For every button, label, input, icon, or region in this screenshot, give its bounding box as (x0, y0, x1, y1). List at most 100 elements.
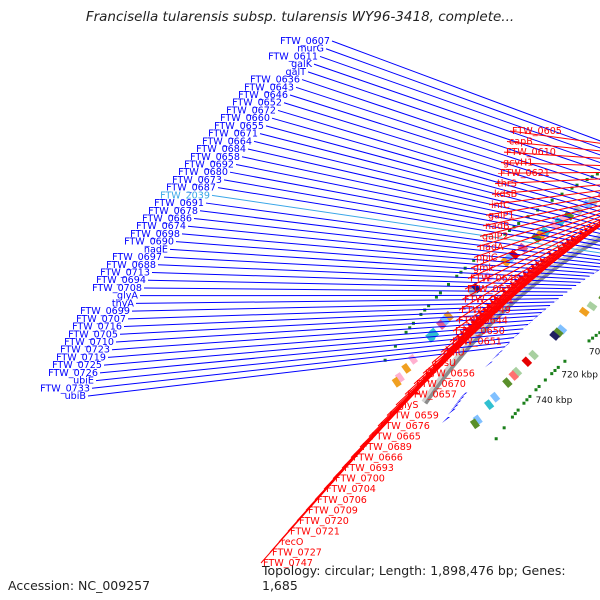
gene-label[interactable]: glyS (398, 400, 419, 411)
gene-label[interactable]: FTW_0651 (452, 337, 502, 348)
gene-label[interactable]: FTW_0704 (326, 484, 376, 495)
gene-label[interactable]: galU (443, 347, 465, 358)
gene-label[interactable]: FTW_0706 (317, 495, 367, 506)
leader-line (199, 210, 600, 261)
gene-label[interactable]: FTW_0656 (425, 368, 475, 379)
gene-label[interactable]: FTW_0694 (96, 275, 146, 286)
gene-label[interactable]: ubiE (73, 376, 94, 387)
gene-label[interactable]: FTW_0670 (416, 379, 466, 390)
gene-label[interactable]: FTW_0713 (100, 268, 150, 279)
gene-label[interactable]: galT (286, 67, 307, 78)
gene-label[interactable]: FTW_0646 (238, 90, 288, 101)
gene-label[interactable]: FTW_0643 (244, 82, 294, 93)
gene-label[interactable]: FTW_0665 (371, 432, 421, 443)
gene-label[interactable]: FTW_0719 (56, 352, 106, 363)
gene-labels[interactable]: FTW_0607murGFTW_0611galKgalTFTW_0636FTW_… (40, 36, 562, 569)
gene-label[interactable]: recO (281, 537, 304, 548)
gene-label[interactable]: FTW_0637 (467, 284, 517, 295)
gene-label[interactable]: FTW_0605 (512, 126, 562, 137)
gene-label[interactable]: FTW_0655 (214, 121, 264, 132)
gene-label[interactable]: FTW_0666 (353, 453, 403, 464)
gene-label[interactable]: FTW_0720 (299, 516, 349, 527)
gene-label[interactable]: FTW_0678 (148, 206, 198, 217)
gene-label[interactable]: FTW_0727 (272, 547, 322, 558)
gc-mark (472, 258, 476, 262)
gene-label[interactable]: thyA (112, 298, 135, 309)
gene-label[interactable]: FTW_0705 (68, 329, 118, 340)
gene-label[interactable]: FTW_0607 (280, 36, 330, 47)
gc-mark (408, 326, 412, 330)
gene-label[interactable]: FTW_0659 (389, 410, 439, 421)
gene-label[interactable]: FTW_0658 (190, 152, 240, 163)
gc-mark (510, 415, 514, 419)
gene-label[interactable]: FTW_0690 (124, 237, 174, 248)
gene-label[interactable]: FTW_0747 (263, 558, 313, 569)
gene-label[interactable]: FTW_0671 (208, 129, 258, 140)
forward-gene-arrow (484, 361, 493, 368)
gene-label[interactable]: FTW_0733 (40, 383, 90, 394)
gene-label[interactable]: FTW_0641 (464, 295, 514, 306)
gene-label[interactable]: FTW_0676 (380, 421, 430, 432)
gene-label[interactable]: gmk (473, 263, 494, 274)
gene-label[interactable]: FTW_0673 (172, 175, 222, 186)
gene-label[interactable]: FTW_0709 (308, 505, 358, 516)
gene-label[interactable]: FTW_0652 (232, 98, 282, 109)
gene-label[interactable]: nadB (485, 221, 510, 232)
gene-label[interactable]: FTW_0687 (166, 183, 216, 194)
gene-label[interactable]: galP1 (488, 210, 515, 221)
gene-label[interactable]: FTW_0692 (184, 159, 234, 170)
gene-label[interactable]: FTW_0650 (455, 326, 505, 337)
gene-label[interactable]: FTW_0649 (461, 305, 511, 316)
gene-label[interactable]: FTW_0691 (154, 198, 204, 209)
gene-label[interactable]: FTW_0644 (458, 316, 508, 327)
gene-label[interactable]: FTW_0700 (335, 474, 385, 485)
gene-label[interactable]: FTW_0621 (500, 168, 550, 179)
gene-label[interactable]: galK (291, 59, 313, 70)
gene-label[interactable]: FTW_2039 (160, 190, 210, 201)
gene-label[interactable]: FTW_0698 (130, 229, 180, 240)
gene-label[interactable]: FTW_0611 (268, 51, 318, 62)
gene-label[interactable]: rpsU (434, 358, 456, 369)
gene-label[interactable]: ubiB (65, 391, 86, 402)
gene-label[interactable]: FTW_0688 (106, 260, 156, 271)
gene-label[interactable]: FTW_0699 (80, 306, 130, 317)
gene-label[interactable]: FTW_0697 (112, 252, 162, 263)
leader-line (223, 179, 600, 246)
gene-label[interactable]: FTW_0723 (60, 345, 110, 356)
leader-line (115, 315, 538, 343)
gene-label[interactable]: FTW_0664 (202, 136, 252, 147)
gene-label[interactable]: murG (297, 44, 324, 55)
gene-label[interactable]: FTW_0657 (407, 389, 457, 400)
gene-label[interactable]: gcvH1 (503, 158, 533, 169)
gene-label[interactable]: FTW_0689 (362, 442, 412, 453)
gene-label[interactable]: FTW_0674 (136, 221, 186, 232)
gene-label[interactable]: FTW_0636 (250, 75, 300, 86)
gene-label[interactable]: thrS (497, 179, 517, 190)
gene-label[interactable]: kdsB (494, 189, 517, 200)
gene-label[interactable]: FTW_0686 (142, 214, 192, 225)
gene-label[interactable]: FTW_0645 (470, 274, 520, 285)
gene-label[interactable]: nadA (479, 242, 504, 253)
gene-label[interactable]: FTW_0725 (52, 360, 102, 371)
gene-label[interactable]: capB (509, 137, 533, 148)
gene-label[interactable]: nadE (144, 244, 168, 255)
gene-label[interactable]: FTW_0726 (48, 368, 98, 379)
gene-label[interactable]: galP2 (482, 231, 509, 242)
forward-gene-arrow (534, 312, 543, 319)
gene-label[interactable]: FTW_0684 (196, 144, 246, 155)
gene-label[interactable]: FTW_0716 (72, 322, 122, 333)
gene-label[interactable]: FTW_0708 (92, 283, 142, 294)
gene-label[interactable]: FTW_0693 (344, 463, 394, 474)
gene-label[interactable]: FTW_0660 (220, 113, 270, 124)
gene-label[interactable]: FTW_0707 (76, 314, 126, 325)
gc-mark (512, 225, 516, 229)
gene-label[interactable]: FTW_0680 (178, 167, 228, 178)
gene-label[interactable]: infC (491, 200, 510, 211)
gene-label[interactable]: ppiC (476, 252, 498, 263)
gene-label[interactable]: FTW_0672 (226, 105, 276, 116)
gene-label[interactable]: FTW_0710 (64, 337, 114, 348)
gene-label[interactable]: glyA (117, 291, 138, 302)
gene-label[interactable]: FTW_0610 (506, 147, 556, 158)
gene-label[interactable]: FTW_0721 (290, 526, 340, 537)
